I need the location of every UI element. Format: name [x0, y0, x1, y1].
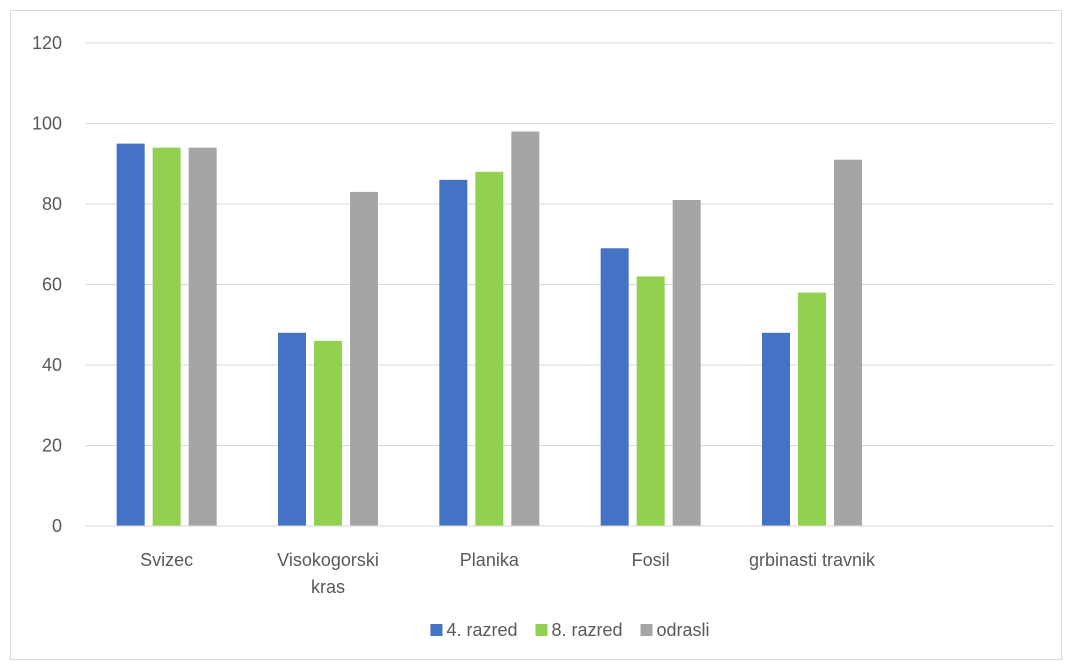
bar-odrasli: [834, 159, 862, 526]
bar-4-razred: [600, 248, 629, 526]
labels: 0 20 40 60 80 100 120 Svizec Visokogorski kras Pla…: [32, 33, 876, 597]
legend-swatch: [640, 624, 653, 636]
bar-8-razred: [314, 340, 342, 526]
legend-swatch: [535, 624, 548, 636]
x-category-label: Planika: [460, 550, 520, 570]
bar-odrasli: [350, 191, 378, 527]
legend-label: 4. razred: [446, 620, 517, 640]
legend-item: 8. razred: [535, 620, 623, 640]
bar-4-razred: [762, 332, 790, 526]
y-tick-label: 80: [42, 194, 62, 214]
legend-item: odrasli: [640, 620, 710, 640]
gridlines: [86, 42, 1054, 446]
bar-8-razred: [798, 292, 826, 526]
y-tick-label: 40: [42, 355, 62, 375]
y-tick-label: 120: [32, 33, 62, 53]
legend-label: 8. razred: [551, 620, 622, 640]
bar-odrasli: [672, 199, 701, 526]
y-tick-label: 20: [42, 436, 62, 456]
bar-4-razred: [439, 179, 468, 526]
x-category-label: Svizec: [140, 550, 193, 570]
bar-8-razred: [636, 276, 665, 526]
y-tick-label: 100: [32, 114, 62, 134]
bar-4-razred: [116, 143, 145, 526]
x-category-label: grbinasti travnik: [749, 550, 876, 570]
legend-swatch: [430, 624, 443, 636]
bar-odrasli: [511, 131, 540, 527]
bar-4-razred: [278, 332, 306, 526]
legend: 4. razred 8. razred odrasli: [430, 620, 710, 640]
bars: [116, 131, 862, 527]
legend-item: 4. razred: [430, 620, 517, 640]
y-tick-label: 0: [52, 516, 62, 536]
legend-label: odrasli: [657, 620, 710, 640]
x-category-label: Fosil: [632, 550, 670, 570]
bar-8-razred: [152, 147, 181, 526]
x-category-label: Visokogorski: [277, 550, 379, 570]
bar-8-razred: [475, 171, 504, 527]
x-category-label: kras: [311, 577, 345, 597]
bar-odrasli: [188, 147, 217, 526]
y-tick-label: 60: [42, 275, 62, 295]
